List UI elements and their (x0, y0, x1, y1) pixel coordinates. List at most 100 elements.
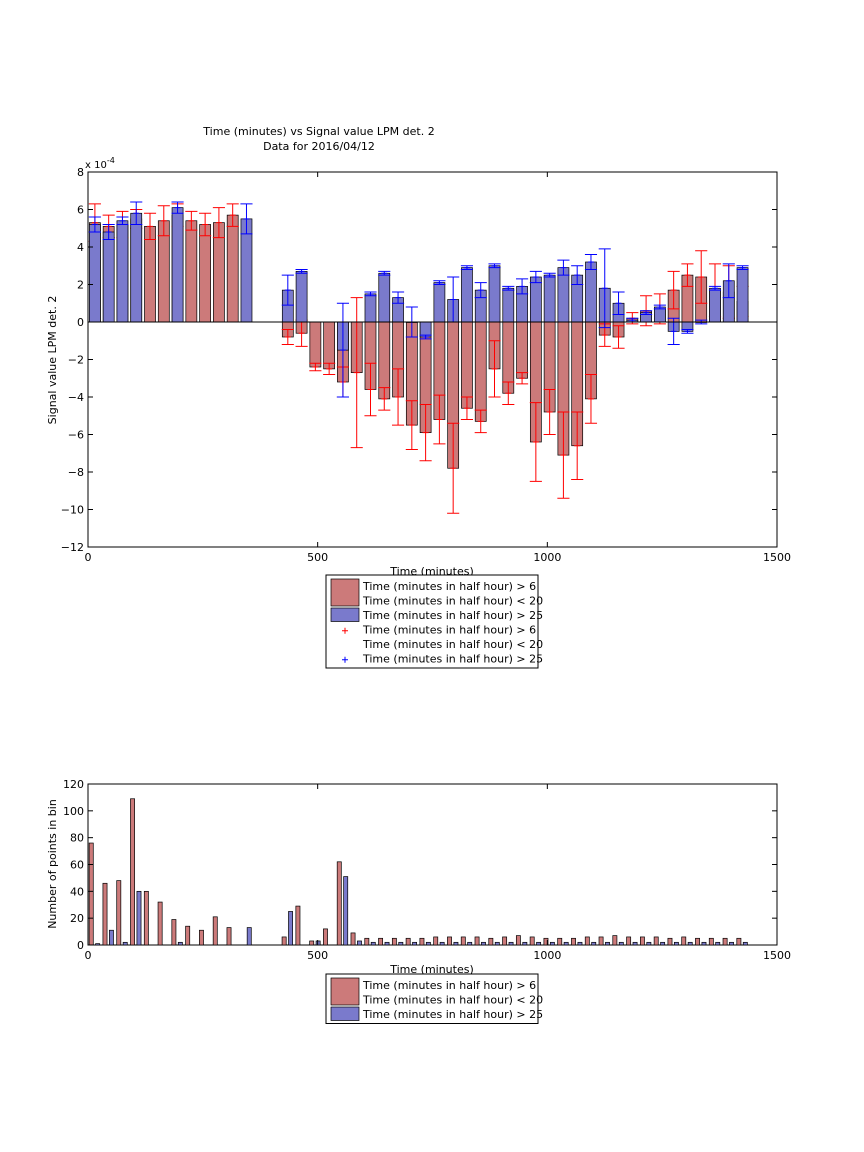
chart2-bar-s1-14 (425, 941, 431, 946)
chart1-legend-swatch (330, 578, 360, 607)
chart1-errorbar-s0-30 (543, 389, 556, 435)
chart1-errorbar-s0-23 (447, 422, 460, 514)
chart1-bar-s1-9 (364, 293, 377, 323)
chart2-x-label: Time (minutes) (389, 963, 474, 976)
chart1-errorbar-s1-32 (681, 329, 694, 334)
chart1-errorbar-s0-8 (199, 212, 212, 237)
chart1-bar-s0-14 (323, 321, 336, 370)
chart1-bar-s1-14 (433, 282, 446, 323)
chart2-bar-s0-6 (171, 919, 177, 946)
chart2-bar-s1-37 (742, 941, 748, 946)
chart1-errorbar-s0-31 (557, 411, 570, 499)
chart1-errorbar-s0-17 (364, 362, 377, 417)
chart2-bar-s0-26 (488, 937, 494, 946)
chart2-bar-s1-25 (577, 941, 583, 946)
chart2-legend-label: Time (minutes in half hour) > 25 (362, 1008, 543, 1021)
chart1-bar-s1-16 (461, 267, 473, 323)
chart1-errorbar-s1-4 (171, 201, 184, 214)
chart2-bar-s0-18 (378, 937, 384, 946)
chart1-bar-s0-8 (199, 224, 211, 323)
chart2-bar-s0-30 (543, 937, 549, 946)
chart2-bar-s0-10 (226, 927, 232, 946)
chart1-bar-s1-2 (116, 220, 129, 323)
chart1-bar-s1-34 (709, 287, 721, 323)
chart1-subtitle: Data for 2016/04/12 (263, 140, 375, 153)
chart2-bar-s1-9 (357, 940, 362, 946)
chart1-ytick-label: 2 (77, 279, 84, 292)
chart2-bar-s0-44 (736, 937, 742, 946)
chart2-bar-s0-28 (515, 935, 521, 946)
chart1-errorbar-s0-32 (571, 411, 584, 480)
chart1-errorbar-s1-26 (598, 248, 611, 329)
chart1-legend-marker (342, 656, 348, 663)
chart1-xtick-label: 1000 (533, 551, 561, 564)
chart2-bar-s0-23 (447, 936, 452, 946)
chart2-ytick-label: 80 (70, 832, 84, 845)
chart2-legend-label: Time (minutes in half hour) < 20 (362, 994, 543, 1007)
chart2-ytick-label: 0 (77, 939, 84, 952)
chart2-legend-swatch (330, 977, 360, 1006)
chart2-ytick-label: 40 (70, 885, 84, 898)
chart2-bar-s0-15 (336, 861, 342, 946)
chart2-xtick-label: 0 (85, 949, 92, 962)
chart1-bar-s0-25 (474, 321, 487, 422)
chart2-bar-s0-5 (157, 901, 163, 946)
chart2-bar-s1-24 (563, 941, 569, 946)
chart1-bar-s1-22 (543, 274, 556, 323)
chart1-bar-s1-36 (736, 267, 749, 323)
chart1-bar-s1-0 (89, 224, 101, 323)
chart1-errorbar-s1-27 (612, 291, 625, 315)
chart2-bar-s1-31 (660, 941, 666, 946)
chart1-errorbar-s1-10 (378, 270, 391, 276)
chart1-errorbar-s1-18 (488, 263, 501, 269)
chart1-bar-s1-25 (585, 261, 597, 323)
chart2-bar-s0-42 (708, 937, 714, 946)
chart2-plot-area: 0 500 1000 1500 0 20 40 60 80 100 120 (63, 778, 791, 962)
chart1-errorbar-s1-24 (571, 265, 584, 285)
chart1-ytick-label: −6 (68, 429, 84, 442)
chart1-ytick-label: 6 (77, 204, 84, 217)
chart1-errorbar-s0-35 (612, 325, 625, 349)
chart2-bar-s0-8 (199, 929, 204, 946)
chart1-errorbar-s1-6 (281, 274, 294, 306)
chart1-errorbar-s1-17 (474, 282, 487, 299)
chart2-xtick-label: 1500 (763, 949, 791, 962)
chart1-xtick-label: 500 (307, 551, 328, 564)
chart1-errorbar-s1-3 (130, 201, 143, 225)
chart1-errorbar-s1-11 (391, 291, 405, 304)
chart1-errorbar-s0-7 (185, 210, 198, 231)
chart1-bar-s1-18 (488, 265, 501, 323)
chart2-bar-s1-27 (605, 941, 610, 946)
chart2-bar-s0-4 (143, 890, 149, 946)
chart1-y-label: Signal value LPM det. 2 (46, 296, 59, 425)
chart1-ytick-label: 8 (77, 166, 84, 179)
chart2-bar-s0-1 (102, 882, 108, 946)
chart1-legend-label: Time (minutes in half hour) > 25 (362, 609, 543, 622)
chart1-ytick-label: 0 (77, 316, 84, 329)
chart2-bar-s1-2 (122, 941, 128, 946)
chart1-xtick-label: 0 (85, 551, 92, 564)
chart1-errorbar-s0-19 (391, 368, 405, 426)
chart1-errorbar-s0-29 (529, 402, 542, 482)
chart1-exponent-power: -4 (107, 156, 115, 165)
chart1-errorbar-s0-28 (516, 372, 529, 385)
chart1-bar-s1-3 (130, 212, 143, 323)
chart1-ytick-label: −2 (68, 354, 84, 367)
chart2-bar-s1-33 (687, 941, 693, 946)
chart2-bar-s0-22 (433, 936, 439, 946)
chart2-bar-s0-9 (212, 916, 218, 946)
chart2-ytick-label: 60 (70, 859, 84, 872)
chart1-legend-label: Time (minutes in half hour) > 25 (362, 653, 543, 666)
chart2-bar-s1-36 (729, 941, 734, 946)
chart1-errorbar-s1-34 (708, 285, 722, 291)
chart1-errorbar-s1-5 (240, 203, 253, 235)
chart2-bar-s0-25 (474, 936, 480, 946)
chart1-exponent: x 10-4 (85, 156, 115, 171)
chart2-legend-label: Time (minutes in half hour) > 6 (362, 979, 536, 992)
chart2-bar-s1-28 (618, 941, 624, 946)
chart1-ytick-label: −4 (68, 391, 84, 404)
chart2-bar-s1-12 (398, 941, 404, 946)
chart1-errorbar-s0-16 (350, 297, 363, 449)
chart1-bar-s1-10 (378, 272, 391, 323)
chart1-errorbar-s0-14 (323, 362, 336, 375)
